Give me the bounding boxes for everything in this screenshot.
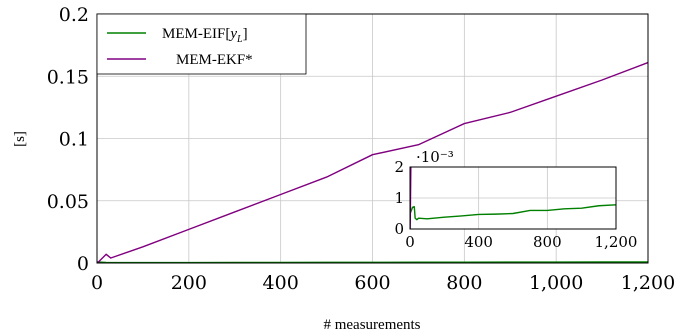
inset-series-line-0 [409, 204, 617, 221]
main-x-tick-label: 600 [354, 272, 390, 294]
inset-plot-frame [409, 166, 617, 230]
legend-label-mem-ekf: MEM-EKF* [176, 52, 253, 68]
inset-x-tick-label: 400 [464, 233, 493, 251]
inset-x-tick-label: 0 [405, 233, 415, 251]
inset-y-tick-label: 0 [394, 220, 404, 238]
main-y-tick-label: 0 [77, 253, 89, 275]
main-x-tick-label: 1,000 [529, 272, 583, 294]
main-x-ticks: 0 200 400 600 800 1,000 1,200 [91, 272, 675, 294]
main-x-tick-label: 0 [91, 272, 103, 294]
main-y-tick-label: 0.05 [47, 191, 89, 213]
main-y-tick-label: 0.2 [59, 4, 89, 26]
inset-chart: 0 400 800 1,200 0 1 2 ·10⁻³ [394, 148, 637, 251]
inset-x-tick-label: 1,200 [595, 233, 638, 251]
y-axis-label: [s] [12, 131, 28, 147]
main-series-line-1 [96, 61, 649, 264]
main-y-ticks: 0 0.05 0.1 0.15 0.2 [47, 4, 89, 275]
x-axis-label: # measurements [323, 317, 420, 333]
legend-label-mem-eif: MEM-EIF[yL] [162, 26, 248, 45]
inset-scale-label: ·10⁻³ [416, 148, 454, 166]
main-x-tick-label: 400 [263, 272, 299, 294]
main-x-tick-label: 1,200 [621, 272, 675, 294]
main-y-tick-label: 0.1 [59, 129, 89, 151]
main-plot-frame [96, 13, 649, 264]
inset-y-tick-label: 2 [394, 158, 404, 176]
main-y-tick-label: 0.15 [47, 66, 89, 88]
legend-box [96, 13, 307, 75]
inset-y-tick-label: 1 [394, 189, 404, 207]
main-x-tick-label: 200 [171, 272, 207, 294]
legend: MEM-EIF[yL] MEM-EKF* [96, 13, 307, 75]
inset-x-ticks: 0 400 800 1,200 [405, 233, 637, 251]
inset-y-ticks: 0 1 2 [394, 158, 404, 238]
main-x-tick-label: 800 [446, 272, 482, 294]
inset-x-tick-label: 800 [533, 233, 562, 251]
